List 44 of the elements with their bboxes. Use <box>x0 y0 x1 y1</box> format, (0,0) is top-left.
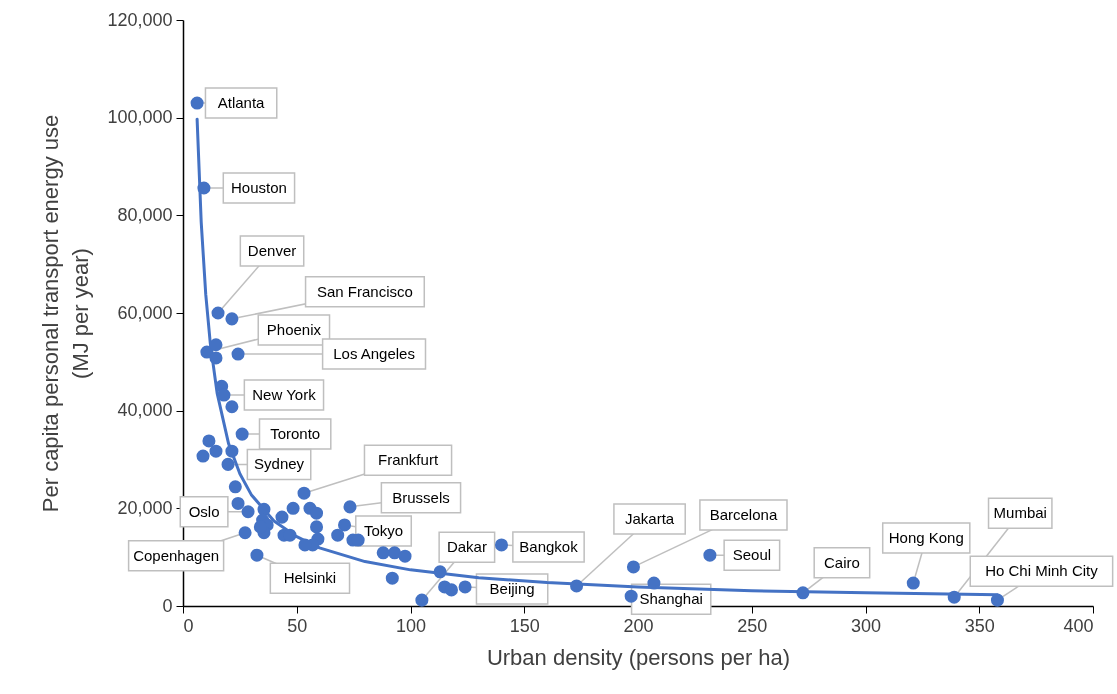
annotation: Hong Kong <box>888 529 964 547</box>
y-tick-label: 60,000 <box>117 302 173 323</box>
x-tick-label: 400 <box>1063 615 1094 636</box>
x-tick-label: 100 <box>395 615 427 636</box>
annotation: Los Angeles <box>333 345 415 363</box>
x-tick-label: 0 <box>183 615 194 636</box>
annotation: Beijing <box>489 579 535 597</box>
x-tick-label: 50 <box>287 615 308 636</box>
annotation: Mumbai <box>993 504 1047 522</box>
y-axis-title: Per capita personal transport energy use (MJ per year) <box>38 114 94 513</box>
y-tick-label: 100,000 <box>107 107 173 128</box>
x-tick-label: 300 <box>850 615 882 636</box>
annotation: Bangkok <box>519 537 579 555</box>
y-tick-label: 20,000 <box>117 497 173 518</box>
annotation: Barcelona <box>709 505 778 523</box>
annotation: Houston <box>230 178 287 196</box>
x-tick-label: 150 <box>509 615 540 636</box>
annotation: Atlanta <box>217 94 266 112</box>
annotation: Seoul <box>732 546 772 564</box>
annotation: New York <box>252 386 317 404</box>
annotation: Tokyo <box>363 521 404 539</box>
x-tick-label: 250 <box>737 615 768 636</box>
y-tick-label: 120,000 <box>107 9 173 30</box>
annotation: Toronto <box>270 425 321 443</box>
annotation: Jakarta <box>624 509 675 527</box>
annotation: Ho Chi Minh City <box>985 562 1099 580</box>
x-axis-title: Urban density (persons per ha) <box>486 644 791 670</box>
x-tick-label: 200 <box>623 615 654 636</box>
annotation: Brussels <box>392 488 450 506</box>
annotation: Copenhagen <box>133 546 220 564</box>
annotation: Frankfurt <box>378 451 439 469</box>
annotation: Cairo <box>824 553 860 571</box>
y-tick-label: 40,000 <box>117 400 173 421</box>
annotation: Phoenix <box>266 321 322 339</box>
annotation: Oslo <box>188 502 220 520</box>
annotation: Sydney <box>254 455 305 473</box>
x-tick-label: 350 <box>964 615 995 636</box>
annotation: Dakar <box>446 538 487 556</box>
annotation: Shanghai <box>639 590 703 608</box>
annotation: San Francisco <box>316 282 413 300</box>
y-tick-label: 80,000 <box>117 204 173 225</box>
annotation: Helsinki <box>283 569 337 587</box>
annotation: Denver <box>247 242 297 259</box>
y-tick-label: 0 <box>162 595 173 616</box>
